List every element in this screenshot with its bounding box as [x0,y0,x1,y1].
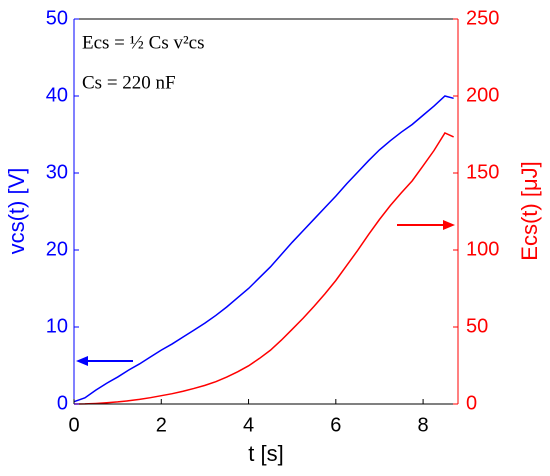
y2-tick-label: 0 [466,392,477,414]
y-tick-label: 40 [46,84,68,106]
x-tick-label: 6 [330,414,341,436]
x-tick-label: 0 [68,414,79,436]
arrow-right [397,220,455,230]
annotation: Cs = 220 nF [82,72,176,93]
y2-tick-label: 250 [466,7,499,29]
x-tick-label: 2 [156,414,167,436]
data-line [73,95,454,403]
x-tick-label: 8 [418,414,429,436]
arrow-left [76,356,133,366]
x-axis-label: t [s] [248,441,283,466]
y2-tick-label: 100 [466,238,499,260]
y-tick-label: 20 [46,238,68,260]
y2-tick-label: 200 [466,84,499,106]
y2-tick-label: 50 [466,315,488,337]
y2-axis-label: Ecs(t) [μJ] [517,161,542,260]
data-line [73,132,454,405]
x-tick-label: 4 [243,414,254,436]
y-tick-label: 30 [46,161,68,183]
y2-tick-label: 150 [466,161,499,183]
y-tick-label: 10 [46,315,68,337]
y-tick-label: 50 [46,7,68,29]
y-tick-label: 0 [57,392,68,414]
annotation: Ecs = ½ Cs v²cs [82,32,205,53]
y-axis-label: vcs(t) [V] [4,168,29,255]
